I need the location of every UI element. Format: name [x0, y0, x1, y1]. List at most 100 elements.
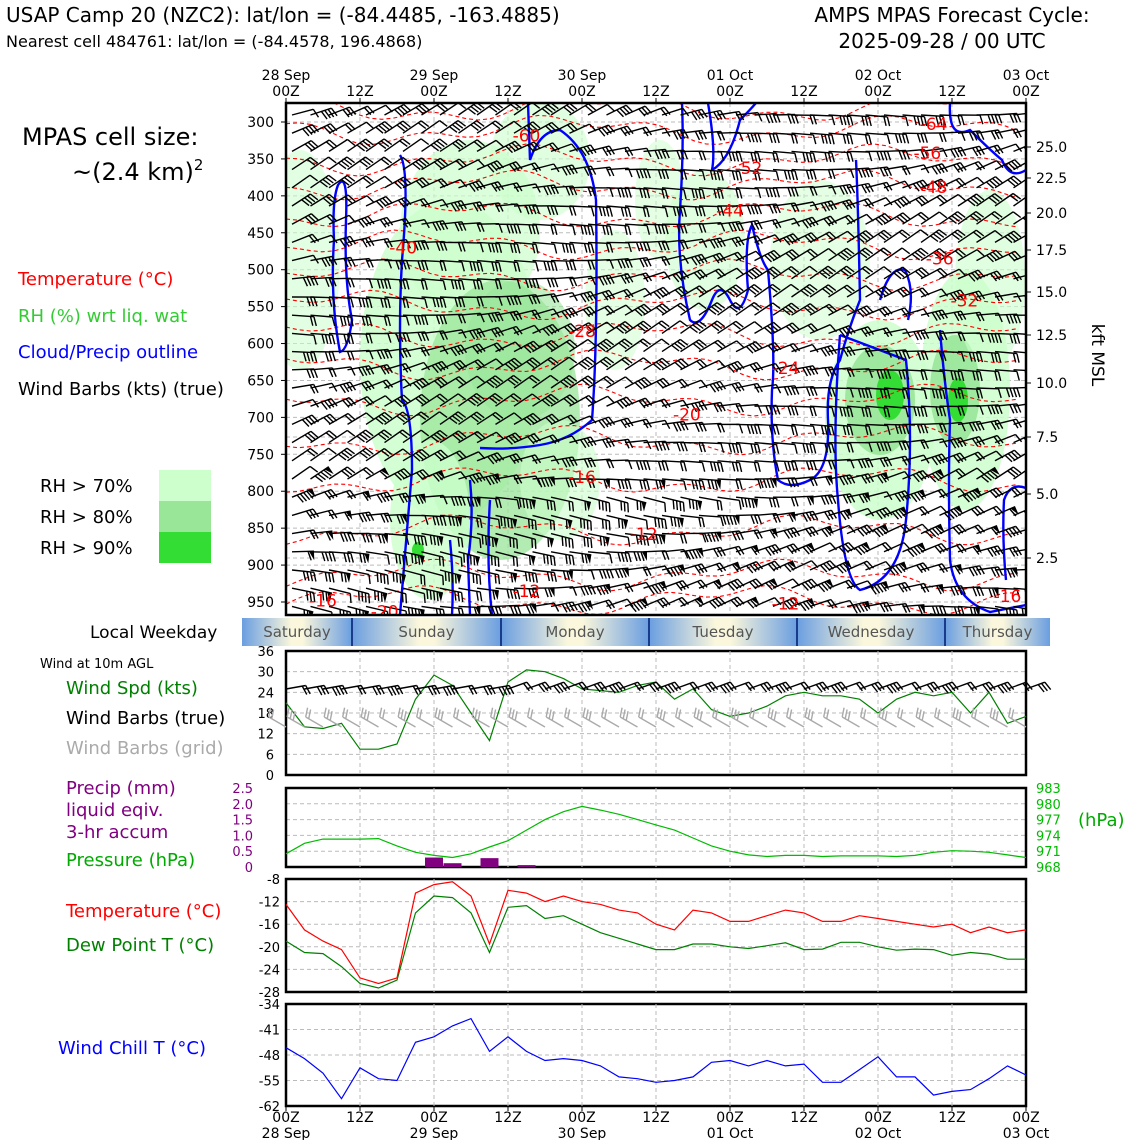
wind-barb: [976, 434, 1004, 445]
cloud-outline: [1002, 485, 1026, 581]
isotherm-label: -12: [513, 582, 541, 602]
wind-barb: [846, 230, 874, 243]
wind-barb: [1013, 112, 1026, 116]
wind-barb: [957, 505, 986, 517]
wind-barb: [643, 205, 669, 218]
wind-barb: [717, 561, 739, 573]
wind-barb-flag: [456, 517, 462, 527]
wind-barb: [421, 198, 449, 208]
top-date-label: 28 Sep: [262, 68, 311, 84]
wind-barb: [939, 369, 965, 382]
wind-barb: [643, 597, 671, 609]
wind-barb: [920, 584, 943, 595]
wind-barb: [791, 365, 819, 377]
wind-barb: [920, 350, 947, 362]
wind-barb: [957, 311, 985, 322]
wind-barb: [791, 265, 818, 280]
wind-barb: [569, 306, 597, 318]
wind-barb: [402, 514, 429, 525]
wind-barb: [513, 412, 541, 426]
wind-barb: [865, 229, 892, 243]
wind-barb: [439, 158, 467, 171]
wind-barb: [957, 211, 985, 225]
wind-barb: [791, 578, 819, 591]
true-wind-barb: [581, 681, 608, 693]
wind-barb: [310, 551, 336, 562]
wind-barb: [328, 138, 356, 152]
wind-barb: [883, 149, 911, 160]
wind-barb: [717, 514, 740, 526]
wind-barb: [957, 586, 985, 597]
pressure-tick-label: 950: [247, 595, 274, 611]
wind-barb: [883, 387, 909, 400]
grid-wind-barb: [379, 707, 398, 728]
precip-tick-label: 0.5: [232, 845, 253, 860]
isotherm-label: -44: [716, 202, 744, 222]
wind-barb: [476, 532, 499, 548]
wind-barb: [828, 524, 856, 535]
wind-barb: [291, 174, 319, 189]
wind-barb: [421, 360, 449, 374]
wind-barb: [698, 562, 727, 573]
isotherm-label: -12: [630, 525, 658, 545]
top-hour-label: 00Z: [568, 84, 595, 100]
wind-barb: [939, 229, 966, 243]
wind-barb-flag: [881, 581, 890, 591]
cloud-outline: [479, 103, 598, 450]
wind-barb: [550, 456, 578, 468]
wind-barb: [920, 229, 948, 243]
wind-barb: [846, 600, 869, 614]
wind-barb: [957, 544, 980, 555]
wind-barb: [439, 120, 467, 134]
temp-legend: Temperature (°C): [65, 901, 221, 922]
wind-barb: [828, 265, 855, 280]
temp-tick-label: -28: [259, 986, 280, 1001]
wind-barb: [291, 488, 314, 503]
wind-barb: [920, 387, 946, 400]
wind-barb: [439, 430, 467, 444]
wind-barb: [717, 320, 744, 334]
wind-barb: [550, 435, 579, 445]
wind-barb: [384, 513, 407, 524]
wind-barb: [532, 293, 560, 304]
wind-barb: [384, 347, 412, 359]
wind-barb: [902, 267, 930, 280]
true-wind-barb: [600, 681, 626, 694]
wind-tick-label: 18: [257, 707, 274, 722]
wind-barb: [291, 275, 319, 287]
wind-barb: [939, 146, 967, 158]
wind-barb: [1013, 129, 1026, 134]
wind-barb: [976, 466, 998, 483]
true-wind-barb: [544, 681, 571, 694]
rh-legend-swatch: [159, 532, 211, 563]
wind-barb: [994, 143, 1023, 153]
rh-blob: [520, 420, 600, 540]
temperature-legend: Temperature (°C) Dew Point T (°C): [65, 901, 221, 956]
wind-barb: [328, 510, 351, 521]
wind-barb: [587, 532, 610, 547]
wind-barb: [532, 532, 554, 548]
wind-barb: [532, 277, 559, 288]
wind-barb: [809, 459, 836, 470]
wind-barb: [550, 241, 576, 254]
wind-barb: [883, 440, 911, 451]
grid-wind-barb: [601, 707, 620, 728]
wind-barb: [939, 505, 962, 521]
wind-barb: [624, 460, 651, 471]
wind-barb: [957, 193, 985, 207]
wind-barb: [384, 278, 410, 290]
wind-barb: [994, 175, 1022, 189]
wind-barb: [587, 356, 615, 371]
wind-barb: [902, 308, 930, 318]
wind-barb: [828, 508, 850, 521]
wind-barb: [976, 176, 1004, 189]
wind-barb: [439, 495, 466, 507]
wind-barb: [328, 489, 357, 500]
wind-barb: [347, 332, 373, 344]
pressure-tick-label: 980: [1036, 798, 1061, 813]
wind-barb: [661, 420, 689, 432]
wind-barb: [328, 605, 352, 615]
grid-wind-barb: [934, 707, 953, 728]
wind-barb: [698, 150, 725, 162]
